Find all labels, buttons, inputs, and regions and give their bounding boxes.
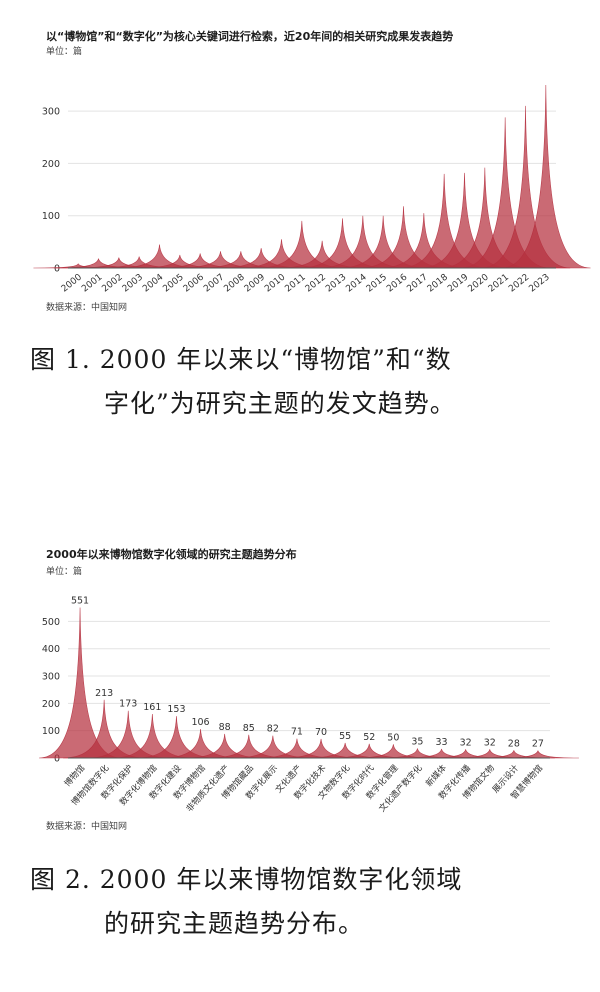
chart2-data-label: 551 xyxy=(71,595,89,606)
chart2-data-label: 70 xyxy=(315,727,327,738)
chart2-series xyxy=(39,607,579,759)
chart1-title: 以“博物馆”和“数字化”为核心关键词进行检索，近20年间的相关研究成果发表趋势 xyxy=(46,30,454,43)
chart2-data-label: 33 xyxy=(436,737,448,748)
chart1-xtick-label: 2015 xyxy=(365,272,389,294)
chart1-xtick-label: 2004 xyxy=(141,272,165,294)
chart1-xtick-label: 2013 xyxy=(324,272,348,294)
chart2-gridlines xyxy=(68,620,550,759)
chart2-data-label: 85 xyxy=(243,723,255,734)
chart1-xtick-label: 2001 xyxy=(80,272,104,294)
chart1-xtick-label: 2019 xyxy=(446,272,470,294)
chart1-xtick-label: 2022 xyxy=(507,272,531,294)
figure1-caption: 图 1. 2000 年以来以“博物馆”和“数 字化”为研究主题的发文趋势。 xyxy=(30,338,590,426)
chart1-ytick-label: 0 xyxy=(54,264,60,275)
chart2-data-label: 27 xyxy=(532,739,544,750)
chart2-ytick-label: 200 xyxy=(42,699,60,710)
chart1-xtick-label: 2016 xyxy=(385,272,409,294)
chart1-xtick-label: 2017 xyxy=(405,272,429,294)
chart2-source: 数据来源：中国知网 xyxy=(46,822,128,832)
chart1-xtick-label: 2014 xyxy=(344,272,368,294)
chart2-data-label: 32 xyxy=(484,737,496,748)
chart1-xtick-label: 2011 xyxy=(283,272,307,294)
chart2-data-label: 28 xyxy=(508,738,520,749)
chart1-plot: 0100200300200020012002200320042005200620… xyxy=(33,84,591,294)
chart2-spike xyxy=(496,750,579,759)
chart2-data-label: 50 xyxy=(387,732,399,743)
chart1-xtick-label: 2018 xyxy=(426,272,450,294)
chart1-xtick-label: 2012 xyxy=(304,272,328,294)
figure1-caption-line2: 字化”为研究主题的发文趋势。 xyxy=(104,389,456,418)
chart2-data-label: 153 xyxy=(167,704,185,715)
chart1-unit-label: 单位：篇 xyxy=(46,47,83,57)
chart2-data-label: 55 xyxy=(339,731,351,742)
chart2-ytick-label: 100 xyxy=(42,726,60,737)
chart1-xtick-label: 2008 xyxy=(222,272,246,294)
chart2-data-label: 161 xyxy=(143,702,161,713)
chart2-data-label: 71 xyxy=(291,727,303,738)
chart1-xtick-label: 2010 xyxy=(263,272,287,294)
chart2-container: 2000年以来博物馆数字化领域的研究主题趋势分布 单位：篇 0 100 200 300… xyxy=(0,528,600,838)
chart1-xtick-label: 2006 xyxy=(182,272,206,294)
chart2-data-label: 52 xyxy=(363,732,375,743)
chart1-ytick-label: 200 xyxy=(42,159,60,170)
chart1-xtick-label: 2003 xyxy=(121,272,145,294)
chart2-ytick-label: 400 xyxy=(42,644,60,655)
figure2-caption-line2: 的研究主题趋势分布。 xyxy=(104,909,365,938)
chart2-data-label: 35 xyxy=(411,736,423,747)
chart1-xtick-label: 2007 xyxy=(202,272,226,294)
figure2-caption: 图 2. 2000 年以来博物馆数字化领域 的研究主题趋势分布。 xyxy=(30,858,590,946)
chart2-plot: 0100200300400500551博物馆213博物馆数字化173数字化保护1… xyxy=(39,595,579,814)
chart1-ytick-label: 300 xyxy=(42,107,60,118)
chart2-data-label: 106 xyxy=(191,717,209,728)
chart2-title: 2000年以来博物馆数字化领域的研究主题趋势分布 xyxy=(46,548,297,561)
chart2-data-label: 88 xyxy=(219,722,231,733)
chart1-xtick-label: 2023 xyxy=(527,272,551,294)
chart1-ytick-label: 100 xyxy=(42,211,60,222)
figure2-caption-line1: 图 2. 2000 年以来博物馆数字化领域 xyxy=(30,865,463,894)
chart2-data-label: 32 xyxy=(460,737,472,748)
chart1-xtick-label: 2009 xyxy=(243,272,267,294)
chart1-xtick-label: 2020 xyxy=(466,272,490,294)
figure1-caption-line1: 图 1. 2000 年以来以“博物馆”和“数 xyxy=(30,345,452,374)
chart1-source: 数据来源：中国知网 xyxy=(46,303,128,313)
chart1-spike xyxy=(501,84,591,269)
chart2-ytick-label: 500 xyxy=(42,617,60,628)
chart1-container: 以“博物馆”和“数字化”为核心关键词进行检索，近20年间的相关研究成果发表趋势 … xyxy=(0,0,600,330)
chart1-series xyxy=(33,84,591,269)
chart2-unit-label: 单位：篇 xyxy=(46,567,83,577)
chart1-xtick-label: 2000 xyxy=(60,272,84,294)
chart2-ytick-label: 0 xyxy=(54,754,60,765)
chart2-ytick-label: 300 xyxy=(42,672,60,683)
chart2-data-label: 173 xyxy=(119,699,137,710)
chart1-xtick-label: 2002 xyxy=(100,272,124,294)
chart1-xtick-label: 2021 xyxy=(487,272,511,294)
chart1-xtick-label: 2005 xyxy=(161,272,185,294)
chart2-data-label: 213 xyxy=(95,688,113,699)
chart2-data-label: 82 xyxy=(267,724,279,735)
